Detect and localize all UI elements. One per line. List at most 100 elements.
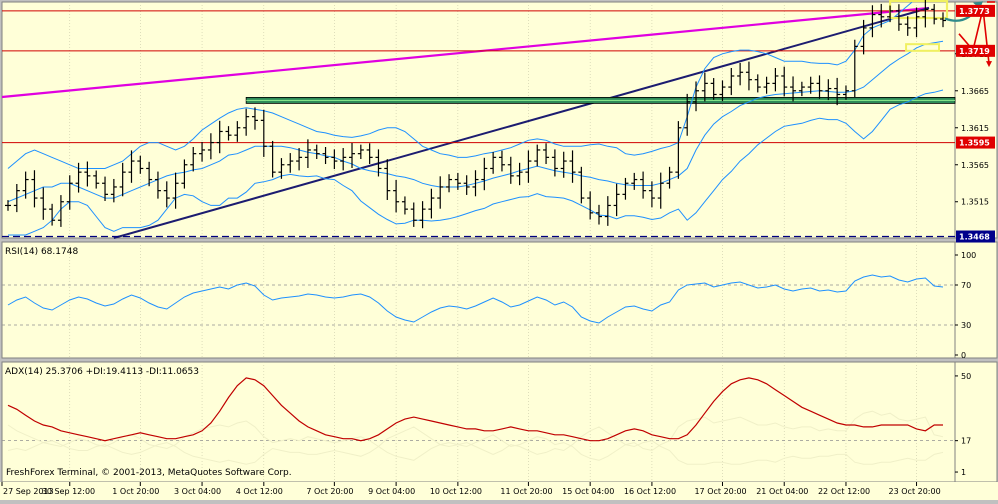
ohlc-bar (622, 177, 629, 200)
ohlc-bar (640, 171, 647, 199)
ohlc-bar (842, 85, 849, 100)
time-tick-label: 9 Oct 04:00 (368, 487, 415, 496)
ohlc-bar (419, 201, 426, 229)
rsi-line (7, 274, 944, 324)
rsi-tick-label: 0 (961, 351, 966, 360)
ohlc-bar (595, 204, 602, 225)
ohlc-bar (110, 178, 117, 203)
ohlc-bar (251, 107, 258, 130)
ohlc-bar (146, 161, 153, 187)
ohlc-bar (437, 176, 444, 209)
ohlc-bar (287, 153, 294, 173)
rsi-background (1, 241, 956, 359)
ohlc-bar (357, 144, 364, 159)
ohlc-bar (331, 149, 338, 170)
ohlc-bar (349, 143, 356, 169)
ohlc-bar (798, 81, 805, 97)
time-tick-label: 1 Oct 20:00 (112, 487, 159, 496)
ohlc-bar (507, 156, 514, 184)
adx-tick-label: 1 (961, 468, 966, 477)
ohlc-bar (772, 67, 779, 92)
ohlc-bar (648, 181, 655, 208)
ohlc-bar (516, 162, 523, 186)
minus-di-line (7, 426, 944, 465)
time-tick-label: 16 Oct 12:00 (624, 487, 676, 496)
ohlc-bar (225, 126, 232, 141)
ohlc-bar (807, 76, 814, 94)
ohlc-bar (463, 175, 470, 195)
ohlc-bar (684, 93, 691, 136)
ohlc-bar (234, 121, 241, 142)
ohlc-bar (454, 172, 461, 190)
ohlc-bar (675, 121, 682, 179)
ohlc-bar (904, 16, 911, 36)
ohlc-bar (216, 120, 223, 154)
ohlc-bar (745, 61, 752, 91)
ohlc-bar (913, 7, 920, 38)
time-tick-label: 7 Oct 20:00 (306, 487, 353, 496)
ohlc-bar (551, 149, 558, 177)
ohlc-bar (304, 139, 311, 169)
bollinger-upper (7, 0, 916, 169)
ohlc-bar (5, 200, 11, 211)
ohlc-bar (613, 183, 620, 217)
trend-line-magenta (1, 6, 930, 99)
ohlc-bar (604, 196, 611, 226)
adx-tick-label: 50 (961, 372, 971, 381)
ohlc-bar (322, 147, 329, 165)
adx-tick-label: 17 (961, 437, 971, 446)
ohlc-bar (375, 149, 382, 177)
price-panel (1, 0, 995, 239)
rsi-tick-label: 70 (961, 281, 971, 290)
ohlc-bar (940, 12, 946, 28)
plus-di-line (7, 410, 944, 461)
ohlc-bar (525, 150, 532, 183)
ohlc-bar (754, 74, 761, 93)
time-tick-label: 30 Sep 12:00 (42, 487, 95, 496)
ohlc-bar (790, 76, 797, 102)
ohlc-bar (860, 19, 867, 55)
price-tag (956, 4, 995, 17)
ohlc-bar (560, 151, 567, 178)
time-tick-label: 17 Oct 20:00 (694, 487, 746, 496)
price-background-scale (954, 1, 998, 239)
copyright-text: FreshForex Terminal, © 2001-2013, MetaQu… (6, 468, 292, 478)
ohlc-bar (490, 152, 497, 174)
ohlc-bar (393, 179, 400, 213)
time-tick-label: 22 Oct 12:00 (818, 487, 870, 496)
ohlc-bar (701, 72, 708, 102)
ohlc-bar (75, 162, 82, 193)
ohlc-bar (313, 144, 320, 159)
trend-line-navy (113, 7, 930, 239)
rsi-panel (2, 274, 955, 326)
price-tick-label: 1.3515 (961, 198, 989, 207)
ohlc-bar (366, 143, 373, 165)
price-tag-label: 1.3719 (959, 47, 990, 56)
ohlc-bar (781, 66, 788, 97)
bearish-arrow-head (986, 61, 992, 68)
price-tag-label: 1.3773 (959, 7, 990, 16)
ohlc-bar (543, 143, 550, 165)
adx-line (7, 377, 943, 442)
ohlc-bar (498, 150, 505, 172)
price-tag (956, 44, 995, 57)
time-tick-label: 11 Oct 20:00 (500, 487, 552, 496)
price-tag-label: 1.3595 (959, 139, 990, 148)
ohlc-bar (93, 170, 100, 189)
ohlc-bar (887, 5, 894, 23)
ohlc-bar (207, 133, 214, 160)
ohlc-bar (666, 166, 673, 189)
time-tick-label: 23 Oct 20:00 (889, 487, 941, 496)
price-background (1, 1, 956, 239)
price-tag (956, 136, 995, 149)
time-axis-background (0, 482, 998, 500)
ohlc-bar (84, 161, 91, 187)
price-tick-label: 1.3665 (961, 87, 989, 96)
time-tick-label: 10 Oct 12:00 (430, 487, 482, 496)
ohlc-bar (154, 171, 161, 199)
adx-title: ADX(14) 25.3706 +DI:19.4113 -DI:11.0653 (5, 367, 199, 377)
ohlc-bar (657, 172, 664, 209)
price-tag-label: 1.3468 (959, 233, 990, 242)
ohlc-bar (13, 183, 20, 213)
